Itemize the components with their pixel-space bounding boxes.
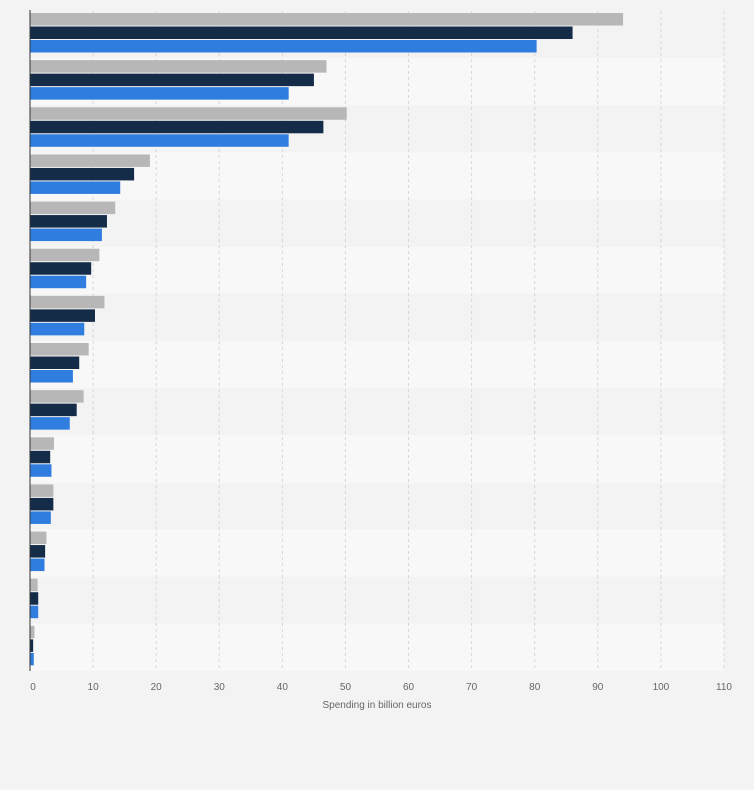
bar (30, 578, 38, 592)
row-band (30, 293, 724, 341)
bar (30, 390, 84, 403)
row-band (30, 482, 724, 530)
bar (30, 356, 80, 369)
bar (30, 343, 89, 356)
bar (30, 639, 34, 652)
row-band (30, 199, 724, 247)
row-band (30, 576, 724, 624)
bar (30, 484, 54, 497)
x-axis-ticks: 0 10 20 30 40 50 60 70 80 90 100 110 (30, 682, 732, 693)
bar (30, 370, 73, 383)
row-band (30, 435, 724, 483)
x-tick-label: 60 (403, 682, 415, 693)
row-band (30, 623, 724, 671)
bar (30, 625, 35, 639)
bar (30, 215, 107, 228)
bar (30, 322, 85, 336)
bar (30, 309, 95, 322)
bar (30, 652, 34, 666)
bar (30, 154, 150, 167)
bar (30, 558, 45, 572)
gridlines (92, 11, 725, 671)
bar (30, 181, 121, 194)
bar (30, 26, 573, 39)
bar (30, 275, 87, 289)
bar (30, 262, 92, 275)
x-tick-label: 70 (466, 682, 478, 693)
row-band (30, 529, 724, 577)
x-tick-label: 0 (30, 682, 36, 693)
row-bands (30, 11, 724, 671)
bar (30, 403, 77, 417)
bar (30, 120, 324, 134)
bar (30, 40, 537, 53)
bar (30, 201, 116, 215)
bar (30, 545, 46, 558)
bar (30, 167, 135, 181)
bar (30, 87, 289, 100)
bar (30, 605, 39, 619)
x-tick-label: 110 (716, 682, 732, 693)
bar (30, 511, 51, 524)
row-band (30, 246, 724, 294)
row-band (30, 388, 724, 436)
bar (30, 73, 314, 87)
bars (30, 13, 624, 666)
row-band (30, 341, 724, 389)
bar (30, 60, 327, 73)
bar (30, 107, 347, 120)
x-tick-label: 100 (653, 682, 670, 693)
bar (30, 248, 100, 262)
bar (30, 497, 54, 511)
x-tick-label: 40 (277, 682, 289, 693)
bar (30, 464, 52, 477)
x-tick-label: 50 (340, 682, 352, 693)
bar (30, 437, 54, 450)
x-tick-label: 80 (529, 682, 541, 693)
bar (30, 295, 105, 309)
bar (30, 417, 70, 430)
x-tick-label: 90 (592, 682, 604, 693)
bar (30, 531, 47, 545)
bar (30, 450, 51, 464)
bar (30, 13, 624, 26)
x-tick-label: 10 (88, 682, 100, 693)
x-tick-label: 30 (214, 682, 226, 693)
x-tick-label: 20 (151, 682, 163, 693)
x-axis-title: Spending in billion euros (323, 700, 432, 711)
bar (30, 228, 102, 242)
bar (30, 134, 289, 147)
bar (30, 592, 39, 605)
